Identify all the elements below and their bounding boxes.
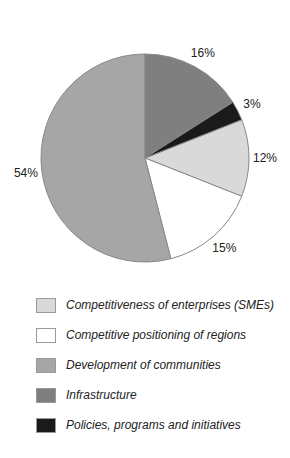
html-text:Infrastructure: Infrastructure [66, 388, 137, 402]
svg-text:15%: 15% [212, 241, 236, 255]
html-text:Development of communities: Development of communities [66, 358, 221, 372]
svg-text:54%: 54% [14, 166, 38, 180]
svg-text:12%: 12% [253, 151, 277, 165]
svg-text:3%: 3% [243, 97, 261, 111]
html-text:Competitive positioning of reg: Competitive positioning of regions [66, 328, 247, 342]
html-text:Policies, programs and initiat: Policies, programs and initiatives [66, 418, 241, 432]
html-text:Competitiveness of enterprises: Competitiveness of enterprises (SMEs) [66, 298, 275, 312]
svg-text:16%: 16% [191, 46, 215, 60]
